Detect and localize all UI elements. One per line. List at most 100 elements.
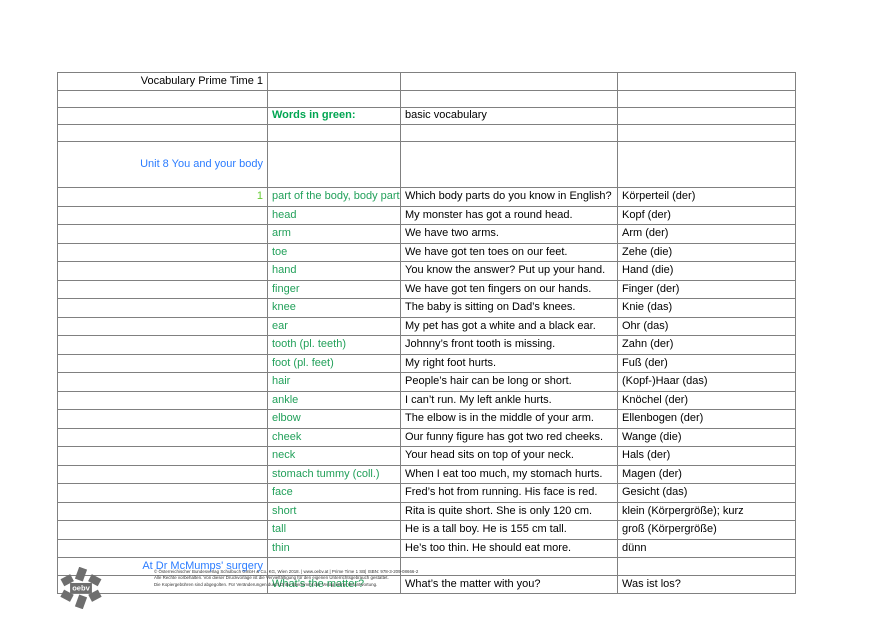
- entry-number: [57, 316, 268, 336]
- legend-label: Words in green:: [267, 106, 401, 125]
- entry-word: stomach tummy (coll.): [267, 464, 401, 484]
- table-row: 1 part of the body, body part Which body p…: [57, 187, 796, 207]
- unit-cell-empty-3: [617, 141, 796, 188]
- spacer2-cell-4: [617, 124, 796, 142]
- entry-translation: (Kopf-)Haar (das): [617, 372, 796, 392]
- entry-word: head: [267, 205, 401, 225]
- table-row: ear My pet has got a white and a black ea…: [57, 316, 796, 336]
- entry-translation: klein (Körpergröße); kurz: [617, 501, 796, 521]
- entry-example: The elbow is in the middle of your arm.: [400, 409, 618, 429]
- entry-translation: Ohr (das): [617, 316, 796, 336]
- entry-number: [57, 205, 268, 225]
- legend-cell-empty: [57, 106, 268, 125]
- title-cell-empty-3: [617, 72, 796, 91]
- entry-number: [57, 224, 268, 244]
- entry-number: [57, 409, 268, 429]
- entry-number: [57, 298, 268, 318]
- entry-word: hair: [267, 372, 401, 392]
- table-row: short Rita is quite short. She is only 12…: [57, 501, 796, 521]
- table-row: neck Your head sits on top of your neck. H…: [57, 446, 796, 466]
- unit-heading: Unit 8 You and your body: [57, 141, 268, 188]
- title-cell-empty-1: [267, 72, 401, 91]
- table-body: Vocabulary Prime Time 1 Words in green: …: [57, 72, 796, 594]
- entry-word: thin: [267, 538, 401, 558]
- table-row-spacer-2: [57, 124, 796, 142]
- entry-translation: Zahn (der): [617, 335, 796, 355]
- entry-example: Rita is quite short. She is only 120 cm.: [400, 501, 618, 521]
- entry-word: ear: [267, 316, 401, 336]
- entry-translation: Knöchel (der): [617, 390, 796, 410]
- oebv-logo-icon: oebv: [60, 567, 102, 609]
- table-row: knee The baby is sitting on Dad’s knees. K…: [57, 298, 796, 318]
- spacer-cell-4: [617, 89, 796, 108]
- entry-example: Your head sits on top of your neck.: [400, 446, 618, 466]
- entry-translation: Hand (die): [617, 261, 796, 281]
- entry-number: [57, 335, 268, 355]
- entry-word: tall: [267, 520, 401, 540]
- table-row: toe We have got ten toes on our feet. Zehe…: [57, 242, 796, 262]
- entry-number: [57, 390, 268, 410]
- table-row: tooth (pl. teeth) Johnny’s front tooth is…: [57, 335, 796, 355]
- entry-word: part of the body, body part: [267, 187, 401, 207]
- entry-number: [57, 372, 268, 392]
- entry-example: When I eat too much, my stomach hurts.: [400, 464, 618, 484]
- entry-translation: Fuß (der): [617, 353, 796, 373]
- page-footer: oebv © Österreichischer Bundesverlag Sch…: [57, 563, 857, 613]
- entry-word: finger: [267, 279, 401, 299]
- spacer-cell-1: [57, 89, 268, 108]
- entry-example: The baby is sitting on Dad’s knees.: [400, 298, 618, 318]
- entry-translation: Was ist los?: [617, 574, 796, 594]
- table-row: tall He is a tall boy. He is 155 cm tall.…: [57, 520, 796, 540]
- entry-number: [57, 483, 268, 503]
- document-title: Vocabulary Prime Time 1: [57, 72, 268, 91]
- entry-word: elbow: [267, 409, 401, 429]
- table-row-section-heading: At Dr McMumps' surgery: [57, 557, 796, 576]
- table-row: ankle I can’t run. My left ankle hurts. Kn…: [57, 390, 796, 410]
- entry-example: What’s the matter with you?: [400, 574, 618, 594]
- entry-example: Our funny figure has got two red cheeks.: [400, 427, 618, 447]
- copyright-block: © Österreichischer Bundesverlag Schulbuc…: [154, 569, 854, 588]
- copyright-line-1: © Österreichischer Bundesverlag Schulbuc…: [154, 569, 419, 574]
- entry-number: [57, 538, 268, 558]
- entry-number: [57, 261, 268, 281]
- entry-word: knee: [267, 298, 401, 318]
- unit-cell-empty-1: [267, 141, 401, 188]
- table-row: cheek Our funny figure has got two red ch…: [57, 427, 796, 447]
- entry-translation: dünn: [617, 538, 796, 558]
- spacer2-cell-2: [267, 124, 401, 142]
- table-row-title: Vocabulary Prime Time 1: [57, 72, 796, 91]
- entry-translation: Zehe (die): [617, 242, 796, 262]
- table-row: stomach tummy (coll.) When I eat too much…: [57, 464, 796, 484]
- entry-translation: Knie (das): [617, 298, 796, 318]
- entry-example: He is a tall boy. He is 155 cm tall.: [400, 520, 618, 540]
- vocabulary-table: Vocabulary Prime Time 1 Words in green: …: [57, 72, 796, 594]
- legend-value: basic vocabulary: [400, 106, 618, 125]
- table-row: face Fred’s hot from running. His face is…: [57, 483, 796, 503]
- legend-cell-empty-2: [617, 106, 796, 125]
- entry-word: cheek: [267, 427, 401, 447]
- entry-word: foot (pl. feet): [267, 353, 401, 373]
- spacer-cell-2: [267, 89, 401, 108]
- entry-number: [57, 520, 268, 540]
- entry-example: People’s hair can be long or short.: [400, 372, 618, 392]
- entry-number: [57, 446, 268, 466]
- entry-example: My right foot hurts.: [400, 353, 618, 373]
- entry-number: [57, 353, 268, 373]
- spacer2-cell-3: [400, 124, 618, 142]
- entry-example: We have got ten fingers on our hands.: [400, 279, 618, 299]
- entry-translation: Körperteil (der): [617, 187, 796, 207]
- table-row: What’s the matter? What’s the matter with…: [57, 574, 796, 594]
- table-row: foot (pl. feet) My right foot hurts. Fuß (…: [57, 353, 796, 373]
- entry-word: hand: [267, 261, 401, 281]
- copyright-line-2: Alle Rechte vorbehalten. Von dieser Druc…: [154, 575, 389, 581]
- copyright-line-3: Die Kopiergebühren sind abgegolten. Für …: [154, 581, 378, 587]
- entry-word: tooth (pl. teeth): [267, 335, 401, 355]
- entry-example: You know the answer? Put up your hand.: [400, 261, 618, 281]
- entry-translation: Ellenbogen (der): [617, 409, 796, 429]
- table-row-legend: Words in green: basic vocabulary: [57, 106, 796, 125]
- entry-example: Which body parts do you know in English?: [400, 187, 618, 207]
- entry-example: Fred’s hot from running. His face is red…: [400, 483, 618, 503]
- table-row: hand You know the answer? Put up your han…: [57, 261, 796, 281]
- spacer2-cell-1: [57, 124, 268, 142]
